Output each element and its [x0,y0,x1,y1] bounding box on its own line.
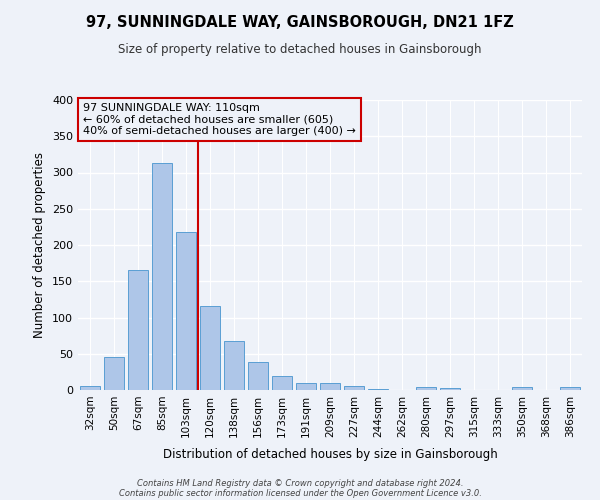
Bar [176,232,196,390]
Text: Contains public sector information licensed under the Open Government Licence v3: Contains public sector information licen… [119,488,481,498]
Bar [80,386,100,390]
Text: Contains HM Land Registry data © Crown copyright and database right 2024.: Contains HM Land Registry data © Crown c… [137,478,463,488]
Bar [440,388,460,390]
Y-axis label: Number of detached properties: Number of detached properties [34,152,46,338]
Bar [128,270,148,390]
X-axis label: Distribution of detached houses by size in Gainsborough: Distribution of detached houses by size … [163,448,497,461]
Bar [200,306,220,390]
Bar [368,388,388,390]
Text: 97 SUNNINGDALE WAY: 110sqm
← 60% of detached houses are smaller (605)
40% of sem: 97 SUNNINGDALE WAY: 110sqm ← 60% of deta… [83,103,356,136]
Bar [224,342,244,390]
Bar [248,362,268,390]
Bar [416,387,436,390]
Text: Size of property relative to detached houses in Gainsborough: Size of property relative to detached ho… [118,42,482,56]
Bar [344,386,364,390]
Bar [152,163,172,390]
Bar [320,383,340,390]
Bar [104,356,124,390]
Bar [296,383,316,390]
Bar [560,387,580,390]
Text: 97, SUNNINGDALE WAY, GAINSBOROUGH, DN21 1FZ: 97, SUNNINGDALE WAY, GAINSBOROUGH, DN21 … [86,15,514,30]
Bar [512,387,532,390]
Bar [272,376,292,390]
